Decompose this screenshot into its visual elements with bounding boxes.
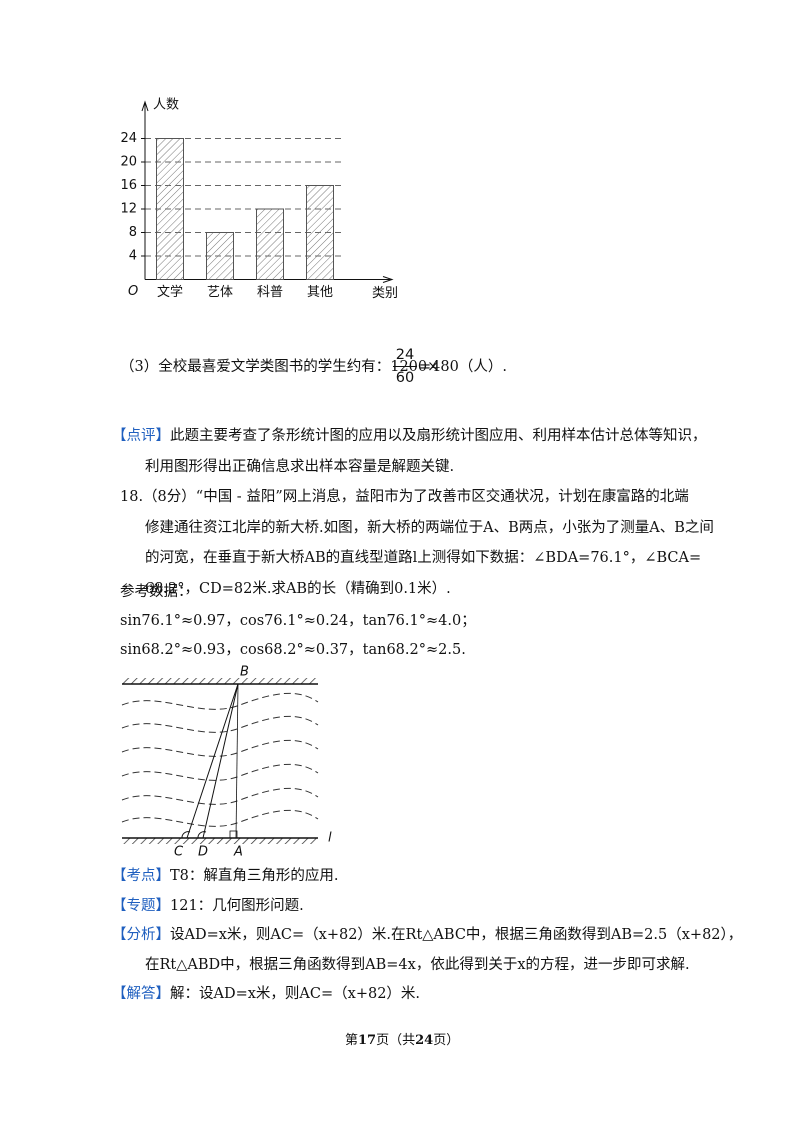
- text: 18.（8分）“中国 - 益阳”网上消息，益阳市为了改善市区交通状况，计划在康富…: [120, 489, 689, 505]
- bar: [206, 232, 234, 280]
- point-label: D: [198, 845, 208, 860]
- text: 24: [415, 1033, 434, 1048]
- bar: [306, 185, 334, 280]
- note: 【分析】设AD=x米，则AC=（x+82）米.在Rt△ABC中，根据三角函数得到…: [112, 926, 742, 944]
- footer: 第17页（共24页）: [345, 1032, 459, 1050]
- fraction-bar: [393, 366, 417, 367]
- x-tick-label: 文学: [157, 284, 183, 300]
- river-figure: B C D A l: [121, 665, 332, 860]
- x-arrow: [382, 276, 394, 283]
- y-tick-label: 4: [129, 249, 137, 264]
- y-tick-label: 8: [129, 225, 137, 240]
- x-tick-label: 科普: [257, 285, 283, 300]
- y-tick-label: 20: [120, 155, 137, 170]
- label: 【解答】: [112, 986, 170, 1002]
- text: 修建通往资江北岸的新大桥.如图，新大桥的两端位于A、B两点，小张为了测量A、B之…: [145, 520, 714, 536]
- bar: [256, 208, 284, 280]
- y-axis-label: 人数: [153, 98, 179, 113]
- text: 解：设AD=x米，则AC=（x+82）米.: [170, 986, 421, 1002]
- text: 的河宽，在垂直于新大桥AB的直线型道路l上测得如下数据：∠BDA=76.1°，∠…: [145, 550, 702, 566]
- text: sin76.1°≈0.97，cos76.1°≈0.24，tan76.1°≈4.0…: [120, 613, 476, 629]
- text: （3）全校最喜爱文学类图书的学生约有：1200×: [120, 359, 440, 375]
- line-label: l: [328, 831, 332, 846]
- bar: [156, 138, 184, 280]
- text: 在Rt△ABD中，根据三角函数得到AB=4x，依此得到关于x的方程，进一步即可求…: [145, 956, 690, 973]
- y-tick-label: 24: [120, 131, 137, 146]
- denominator: 60: [395, 370, 415, 386]
- text: 第: [345, 1033, 359, 1048]
- y-arrow: [141, 100, 149, 112]
- text: sin68.2°≈0.93，cos68.2°≈0.37，tan68.2°≈2.5…: [120, 642, 466, 658]
- label: 【点评】: [112, 428, 170, 444]
- x-tick-label: 艺体: [207, 285, 233, 300]
- note: 【考点】T8：解直角三角形的应用.: [112, 867, 339, 885]
- text: 68.2°，CD=82米.求AB的长（精确到0.1米）.: [145, 581, 451, 597]
- text: =480（人）.: [419, 359, 507, 375]
- text: 参考数据：: [120, 584, 193, 600]
- numerator: 24: [395, 347, 415, 363]
- point-label: C: [174, 845, 184, 860]
- note: 【专题】121：几何图形问题.: [112, 897, 304, 915]
- part3-text: （3）全校最喜爱文学类图书的学生约有：1200×: [120, 358, 439, 376]
- text: 页）: [433, 1033, 460, 1048]
- note: 【解答】解：设AD=x米，则AC=（x+82）米.: [112, 985, 420, 1003]
- label: 【考点】: [112, 868, 170, 884]
- comment: 【点评】此题主要考查了条形统计图的应用以及扇形统计图应用、利用样本估计总体等知识…: [112, 427, 707, 445]
- text: 页（共: [376, 1033, 416, 1048]
- y-tick-label: 16: [120, 178, 137, 193]
- text: 利用图形得出正确信息求出样本容量是解题关键.: [145, 459, 455, 475]
- text: 121：几何图形问题.: [170, 897, 304, 914]
- origin-label: O: [128, 284, 138, 299]
- x-axis-label: 类别: [372, 286, 398, 301]
- text: 此题主要考查了条形统计图的应用以及扇形统计图应用、利用样本估计总体等知识，: [170, 428, 707, 444]
- point-label: A: [233, 845, 243, 860]
- text: 设AD=x米，则AC=（x+82）米.在Rt△ABC中，根据三角函数得到AB=2…: [170, 927, 743, 943]
- label: 【分析】: [112, 927, 170, 943]
- label: 【专题】: [112, 897, 170, 914]
- text: 17: [358, 1033, 377, 1048]
- text: T8：解直角三角形的应用.: [170, 868, 339, 884]
- y-tick-label: 12: [120, 202, 137, 217]
- point-label: B: [240, 665, 249, 680]
- x-tick-label: 其他: [307, 285, 333, 300]
